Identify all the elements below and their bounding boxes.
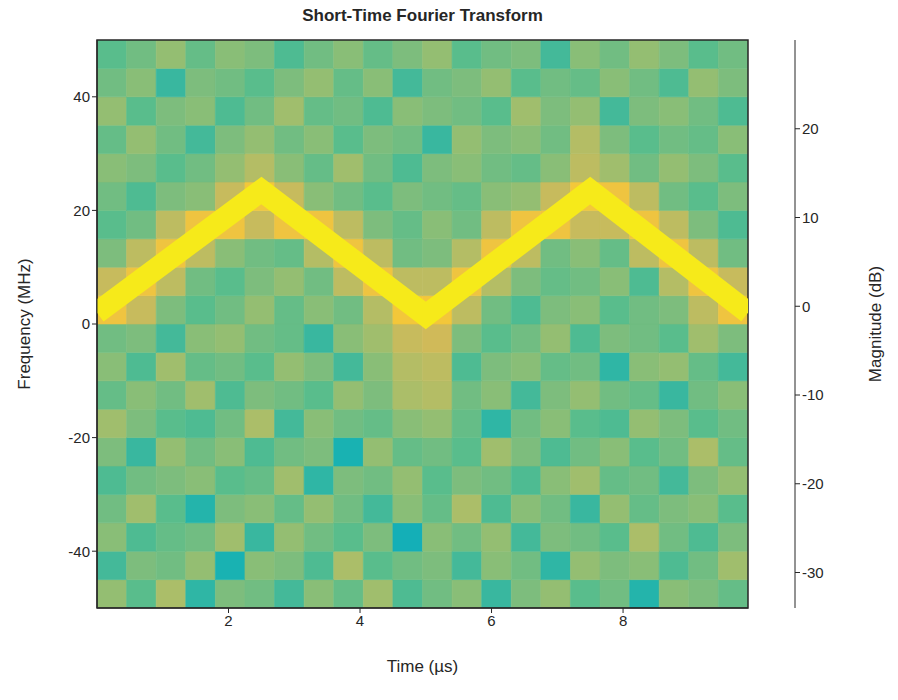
svg-text:-30: -30 [802,564,824,581]
svg-text:Magnitude (dB): Magnitude (dB) [866,266,885,382]
svg-text:0: 0 [82,315,90,332]
svg-text:8: 8 [619,612,627,629]
svg-text:10: 10 [802,209,819,226]
svg-text:-40: -40 [68,543,90,560]
svg-text:0: 0 [802,298,810,315]
svg-text:-20: -20 [68,429,90,446]
svg-text:2: 2 [224,612,232,629]
svg-text:4: 4 [356,612,364,629]
svg-text:6: 6 [487,612,495,629]
svg-text:Time (µs): Time (µs) [387,657,459,676]
svg-text:Frequency (MHz): Frequency (MHz) [15,258,34,389]
svg-text:-10: -10 [802,386,824,403]
svg-text:-20: -20 [802,475,824,492]
html-text:Short-Time Fourier Transform: Short-Time Fourier Transform [302,6,543,25]
svg-text:20: 20 [802,120,819,137]
svg-text:40: 40 [73,88,90,105]
svg-text:20: 20 [73,202,90,219]
